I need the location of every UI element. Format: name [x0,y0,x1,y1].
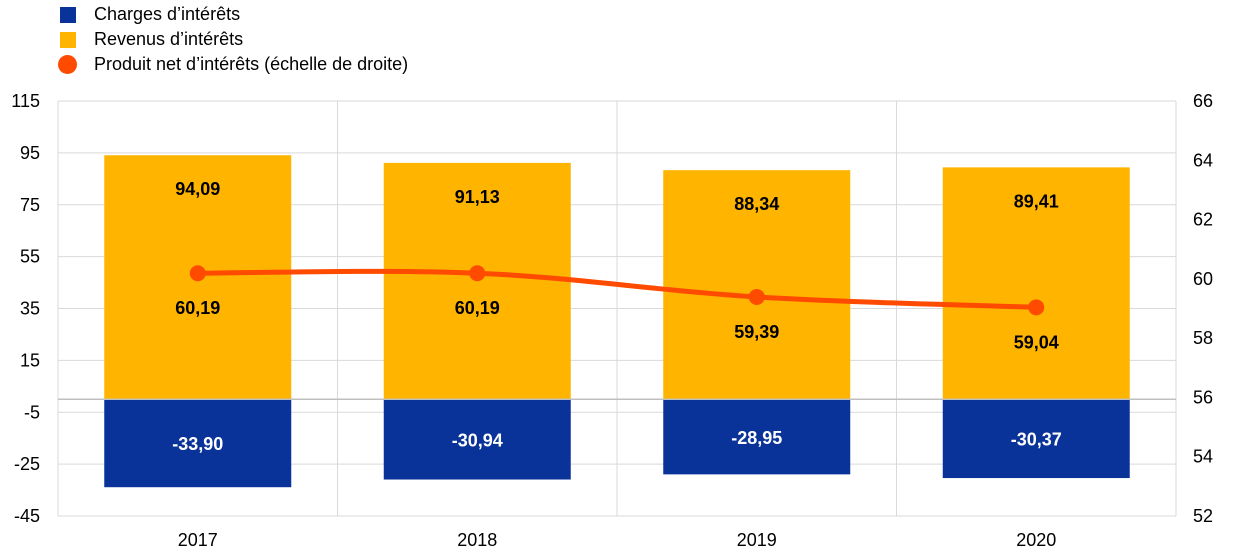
y-right-tick-label: 58 [1193,328,1213,348]
legend-label-revenus: Revenus d’intérêts [94,29,244,49]
data-label-revenus: 89,41 [1014,191,1059,211]
y-left-tick-label: 35 [20,299,40,319]
x-tick-label: 2017 [178,530,218,550]
y-right-tick-label: 62 [1193,210,1213,230]
series-line-net [195,268,1039,310]
point-net [1028,299,1045,316]
data-label-net: 60,19 [175,298,220,318]
legend-item-net: Produit net d’intérêts (échelle de droit… [58,52,408,77]
y-right-tick-label: 60 [1193,269,1213,289]
legend: Charges d’intérêts Revenus d’intérêts Pr… [58,2,408,77]
legend-swatch-revenus [60,32,76,48]
data-label-charges: -30,94 [452,430,503,450]
legend-label-net: Produit net d’intérêts (échelle de droit… [94,54,409,74]
y-right-tick-label: 54 [1193,447,1213,467]
bar-charges [383,399,571,480]
data-label-revenus: 88,34 [734,194,779,214]
data-label-net: 60,19 [455,298,500,318]
bar-revenus [942,167,1130,400]
x-tick-label: 2019 [737,530,777,550]
y-left-tick-label: -5 [24,402,40,422]
point-net [748,288,765,305]
y-right-tick-label: 56 [1193,387,1213,407]
data-label-charges: -28,95 [731,428,782,448]
bar-charges [942,399,1130,479]
bar-revenus [663,170,851,400]
y-left-tick-label: 15 [20,350,40,370]
point-net [469,265,486,282]
point-net [189,265,206,282]
y-right-tick-label: 52 [1193,506,1213,526]
legend-swatch-charges [60,7,76,23]
legend-label-charges: Charges d’intérêts [94,4,241,24]
data-label-charges: -30,37 [1011,430,1062,450]
data-label-net: 59,39 [734,322,779,342]
data-label-net: 59,04 [1014,332,1059,352]
data-label-revenus: 91,13 [455,187,500,207]
y-left-tick-label: -45 [14,506,40,526]
y-right-tick-label: 66 [1193,91,1213,111]
y-right-tick-label: 64 [1193,150,1213,170]
y-left-tick-label: 95 [20,143,40,163]
x-tick-label: 2018 [457,530,497,550]
data-label-charges: -33,90 [172,434,223,454]
x-tick-label: 2020 [1016,530,1056,550]
y-left-tick-label: 115 [11,91,40,111]
y-left-tick-label: 75 [20,195,40,215]
y-left-tick-label: -25 [14,454,40,474]
legend-dot-net [58,55,77,74]
legend-item-charges: Charges d’intérêts [58,2,408,27]
bar-charges [104,399,292,488]
legend-item-revenus: Revenus d’intérêts [58,27,408,52]
bar-charges [663,399,851,475]
y-left-tick-label: 55 [20,247,40,267]
data-label-revenus: 94,09 [175,179,220,199]
